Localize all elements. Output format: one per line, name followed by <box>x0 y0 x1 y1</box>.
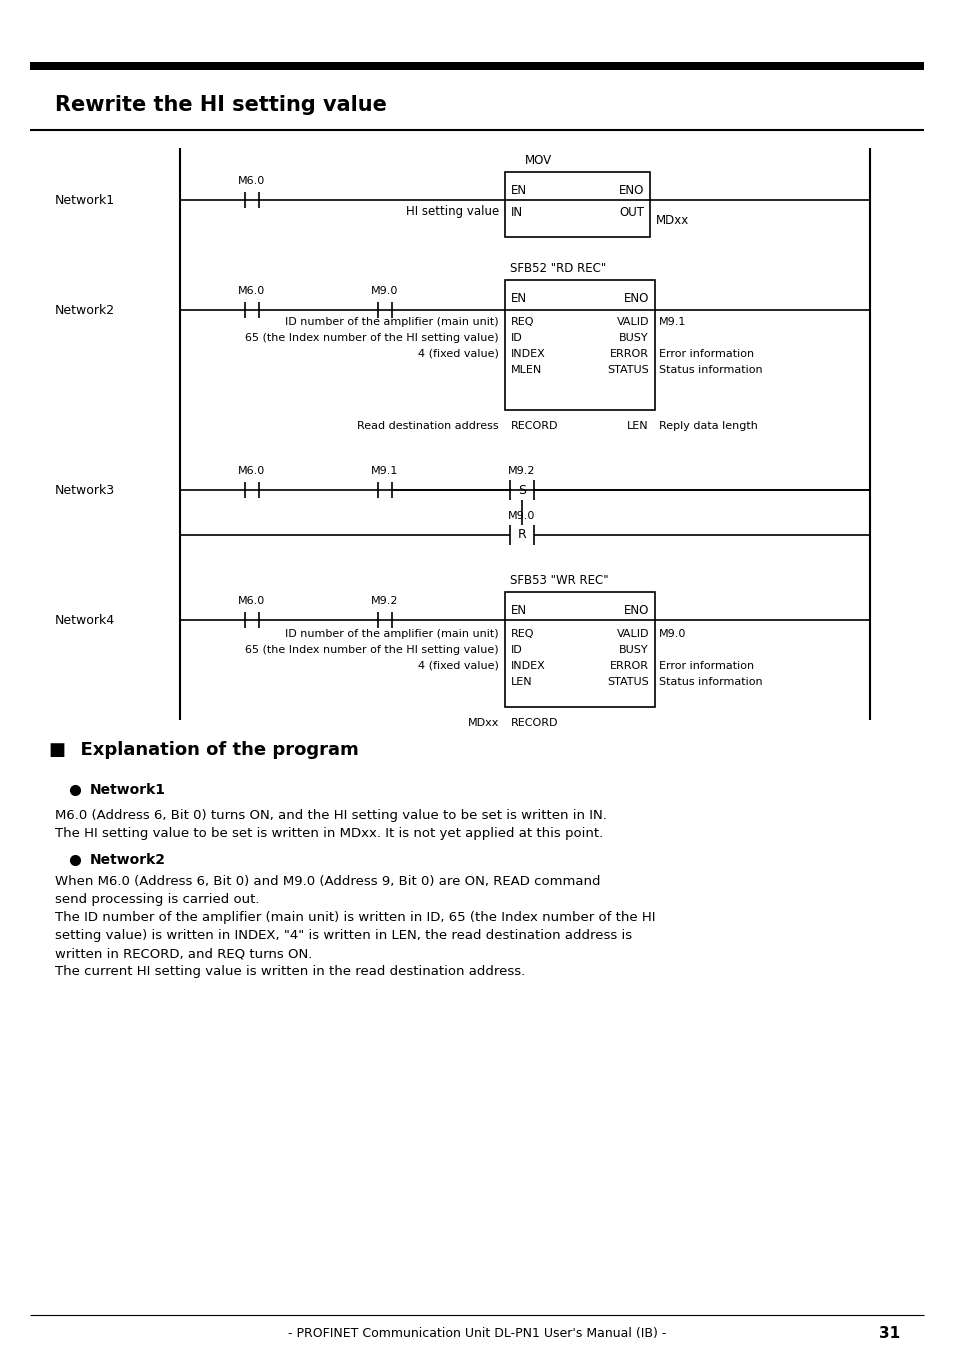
Text: Rewrite the HI setting value: Rewrite the HI setting value <box>55 95 387 115</box>
Text: ERROR: ERROR <box>609 349 648 360</box>
Text: HI setting value: HI setting value <box>405 206 498 219</box>
Text: Network4: Network4 <box>55 614 115 626</box>
Text: 65 (the Index number of the HI setting value): 65 (the Index number of the HI setting v… <box>245 645 498 654</box>
Text: REQ: REQ <box>511 316 534 327</box>
Text: M9.0: M9.0 <box>659 629 685 639</box>
Text: Reply data length: Reply data length <box>659 420 757 431</box>
Text: OUT: OUT <box>618 206 643 219</box>
Text: Network1: Network1 <box>55 193 115 207</box>
Text: BUSY: BUSY <box>618 645 648 654</box>
Text: EN: EN <box>511 603 527 617</box>
Text: Status information: Status information <box>659 365 761 375</box>
Text: VALID: VALID <box>616 316 648 327</box>
Text: M6.0: M6.0 <box>238 176 265 187</box>
Text: M6.0: M6.0 <box>238 287 265 296</box>
Bar <box>504 280 655 410</box>
Text: MOV: MOV <box>524 154 552 166</box>
Text: INDEX: INDEX <box>511 349 545 360</box>
Text: ID number of the amplifier (main unit): ID number of the amplifier (main unit) <box>285 629 498 639</box>
Text: RECORD: RECORD <box>511 420 558 431</box>
Text: 65 (the Index number of the HI setting value): 65 (the Index number of the HI setting v… <box>245 333 498 343</box>
Text: Network2: Network2 <box>55 303 115 316</box>
Bar <box>504 592 655 707</box>
Text: EN: EN <box>511 292 527 304</box>
Text: M6.0 (Address 6, Bit 0) turns ON, and the HI setting value to be set is written : M6.0 (Address 6, Bit 0) turns ON, and th… <box>55 808 606 822</box>
Text: Network1: Network1 <box>90 783 166 796</box>
Text: M9.2: M9.2 <box>508 466 536 476</box>
Text: written in RECORD, and REQ turns ON.: written in RECORD, and REQ turns ON. <box>55 948 312 960</box>
Text: ID: ID <box>511 333 522 343</box>
Text: S: S <box>517 484 525 496</box>
Text: Explanation of the program: Explanation of the program <box>68 741 358 758</box>
Text: ID number of the amplifier (main unit): ID number of the amplifier (main unit) <box>285 316 498 327</box>
Text: Network3: Network3 <box>55 484 115 496</box>
Text: LEN: LEN <box>627 420 648 431</box>
Text: ENO: ENO <box>623 292 648 304</box>
Text: The HI setting value to be set is written in MDxx. It is not yet applied at this: The HI setting value to be set is writte… <box>55 826 602 840</box>
Text: MLEN: MLEN <box>511 365 541 375</box>
Text: 4 (fixed value): 4 (fixed value) <box>417 661 498 671</box>
Text: RECORD: RECORD <box>511 718 558 727</box>
Text: INDEX: INDEX <box>511 661 545 671</box>
Text: SFB52 "RD REC": SFB52 "RD REC" <box>510 261 605 274</box>
Text: VALID: VALID <box>616 629 648 639</box>
Bar <box>30 62 923 70</box>
Text: - PROFINET Communication Unit DL-PN1 User's Manual (IB) -: - PROFINET Communication Unit DL-PN1 Use… <box>288 1326 665 1340</box>
Bar <box>504 172 649 237</box>
Text: Read destination address: Read destination address <box>357 420 498 431</box>
Text: 4 (fixed value): 4 (fixed value) <box>417 349 498 360</box>
Text: Error information: Error information <box>659 661 753 671</box>
Text: The ID number of the amplifier (main unit) is written in ID, 65 (the Index numbe: The ID number of the amplifier (main uni… <box>55 911 655 925</box>
Text: ERROR: ERROR <box>609 661 648 671</box>
Text: setting value) is written in INDEX, "4" is written in LEN, the read destination : setting value) is written in INDEX, "4" … <box>55 930 632 942</box>
Text: EN: EN <box>511 184 527 196</box>
Text: M9.1: M9.1 <box>371 466 398 476</box>
Text: BUSY: BUSY <box>618 333 648 343</box>
Text: ■: ■ <box>48 741 65 758</box>
Text: REQ: REQ <box>511 629 534 639</box>
Text: When M6.0 (Address 6, Bit 0) and M9.0 (Address 9, Bit 0) are ON, READ command: When M6.0 (Address 6, Bit 0) and M9.0 (A… <box>55 876 599 888</box>
Text: ENO: ENO <box>618 184 643 196</box>
Text: M9.0: M9.0 <box>508 511 536 521</box>
Text: R: R <box>517 529 526 542</box>
Text: M6.0: M6.0 <box>238 466 265 476</box>
Text: STATUS: STATUS <box>607 677 648 687</box>
Text: STATUS: STATUS <box>607 365 648 375</box>
Text: The current HI setting value is written in the read destination address.: The current HI setting value is written … <box>55 965 525 979</box>
Text: M9.0: M9.0 <box>371 287 398 296</box>
Text: Error information: Error information <box>659 349 753 360</box>
Text: MDxx: MDxx <box>467 718 498 727</box>
Text: ID: ID <box>511 645 522 654</box>
Text: M9.1: M9.1 <box>659 316 685 327</box>
Text: MDxx: MDxx <box>656 214 688 227</box>
Text: SFB53 "WR REC": SFB53 "WR REC" <box>510 573 608 587</box>
Text: Status information: Status information <box>659 677 761 687</box>
Text: send processing is carried out.: send processing is carried out. <box>55 894 259 906</box>
Text: 31: 31 <box>878 1325 899 1340</box>
Text: Network2: Network2 <box>90 853 166 867</box>
Text: M9.2: M9.2 <box>371 596 398 606</box>
Text: ENO: ENO <box>623 603 648 617</box>
Text: M6.0: M6.0 <box>238 596 265 606</box>
Text: IN: IN <box>511 206 522 219</box>
Text: LEN: LEN <box>511 677 532 687</box>
